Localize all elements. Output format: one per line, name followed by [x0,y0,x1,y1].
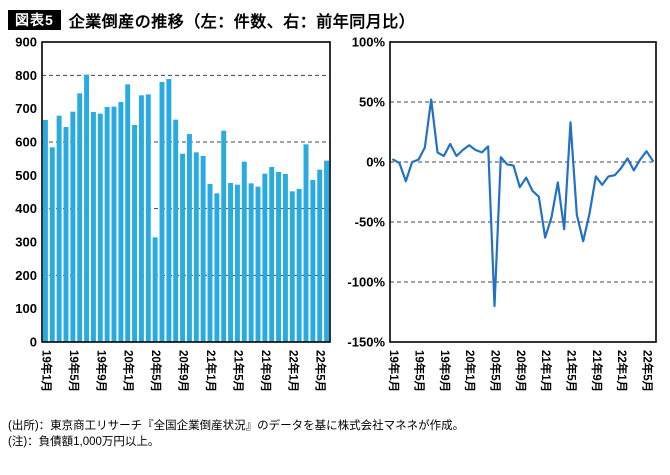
bar [296,189,302,342]
y-tick-label: 500 [15,168,37,183]
y-tick-label: 700 [15,101,37,116]
line-chart: 100% 50% 0% -50% -100% -150%19年1月 19年5月 19年9月 20… [347,36,657,392]
bar [159,82,165,342]
figure-badge: 図表5 [8,9,61,31]
x-tick-label: 22年5月 [641,350,655,392]
bar [324,160,330,342]
bar [111,106,117,342]
bar [317,169,323,342]
bar [166,79,172,342]
x-tick-label: 20年9月 [177,350,191,392]
bar [248,183,254,342]
plot-border [389,41,657,343]
plot-border [41,41,331,343]
bar [221,130,227,342]
y-tick-label: 0% [366,155,385,170]
y-tick-label: -100% [347,275,385,290]
y-tick-label: 900 [15,36,37,50]
x-tick-label: 19年1月 [387,350,401,392]
bar [269,167,275,342]
bar [104,107,110,342]
x-tick-label: 21年5月 [231,350,245,392]
bar [118,102,124,342]
bar [255,186,261,342]
bar [70,111,76,342]
y-tick-label: 300 [15,235,37,250]
x-tick-label: 21年1月 [539,350,553,392]
x-tick-label: 21年5月 [565,350,579,392]
charts-row: 900 800 700 600 500 400 300 200 100 0 19年1月 19年5月 19… [0,34,670,418]
bar [276,172,282,342]
y-tick-label: 200 [15,268,37,283]
bar [49,147,55,342]
bar [186,134,192,342]
x-tick-label: 19年9月 [94,350,108,392]
bar [63,127,69,342]
bar [228,183,234,342]
bar [145,94,151,342]
bar [207,184,213,342]
x-tick-label: 20年1月 [463,350,477,392]
bar [125,84,131,342]
legal-note: (注)：負債額1,000万円以上。 [8,436,160,449]
bar [42,120,48,342]
bar [180,153,186,342]
x-tick-label: 19年9月 [438,350,452,392]
bar [303,144,309,342]
x-tick-label: 20年9月 [514,350,528,392]
bar [289,191,295,342]
y-tick-label: 0 [30,335,37,350]
x-tick-label: 21年1月 [204,350,218,392]
x-tick-label: 21年9月 [259,350,273,392]
bar [152,237,158,342]
y-tick-label: -50% [355,215,386,230]
y-tick-label: 100% [352,36,386,50]
y-tick-label: 400 [15,201,37,216]
y-tick-label: 800 [15,68,37,83]
x-tick-label: 22年5月 [314,350,328,392]
figure-header: 図表5 企業倒産の推移（左：件数、右：前年同月比） [8,8,660,32]
bar [90,112,96,342]
x-tick-label: 20年5月 [149,350,163,392]
x-tick-label: 20年1月 [122,350,136,392]
bar [138,95,144,342]
bar [234,184,240,342]
bar [241,161,247,342]
figure-title: 企業倒産の推移（左：件数、右：前年同月比） [68,14,416,31]
y-tick-label: 600 [15,135,37,150]
bar [200,156,206,342]
bar [77,93,83,342]
bar [262,173,268,342]
x-tick-label: 22年1月 [615,350,629,392]
x-tick-label: 20年5月 [489,350,503,392]
bar [214,193,220,342]
x-tick-label: 21年9月 [590,350,604,392]
y-tick-label: 50% [359,95,385,110]
line-series [392,98,654,308]
source-note: (出所)：東京商工リサーチ『全国企業倒産状況』のデータを基に株式会社マネネが作成… [8,420,465,432]
bar [132,125,138,342]
bar [193,152,199,342]
bar [56,115,62,342]
y-tick-label: 100 [15,301,37,316]
figure-footer: (出所)：東京商工リサーチ『全国企業倒産状況』のデータを基に株式会社マネネが作成… [8,418,662,450]
x-tick-label: 22年1月 [286,350,300,392]
y-tick-label: -150% [347,335,385,350]
bar [84,74,90,343]
bar [310,180,316,342]
bar [97,113,103,342]
x-tick-label: 19年1月 [39,350,53,392]
x-tick-label: 19年5月 [67,350,81,392]
bar [282,174,288,342]
bar [173,119,179,342]
x-tick-label: 19年5月 [413,350,427,392]
